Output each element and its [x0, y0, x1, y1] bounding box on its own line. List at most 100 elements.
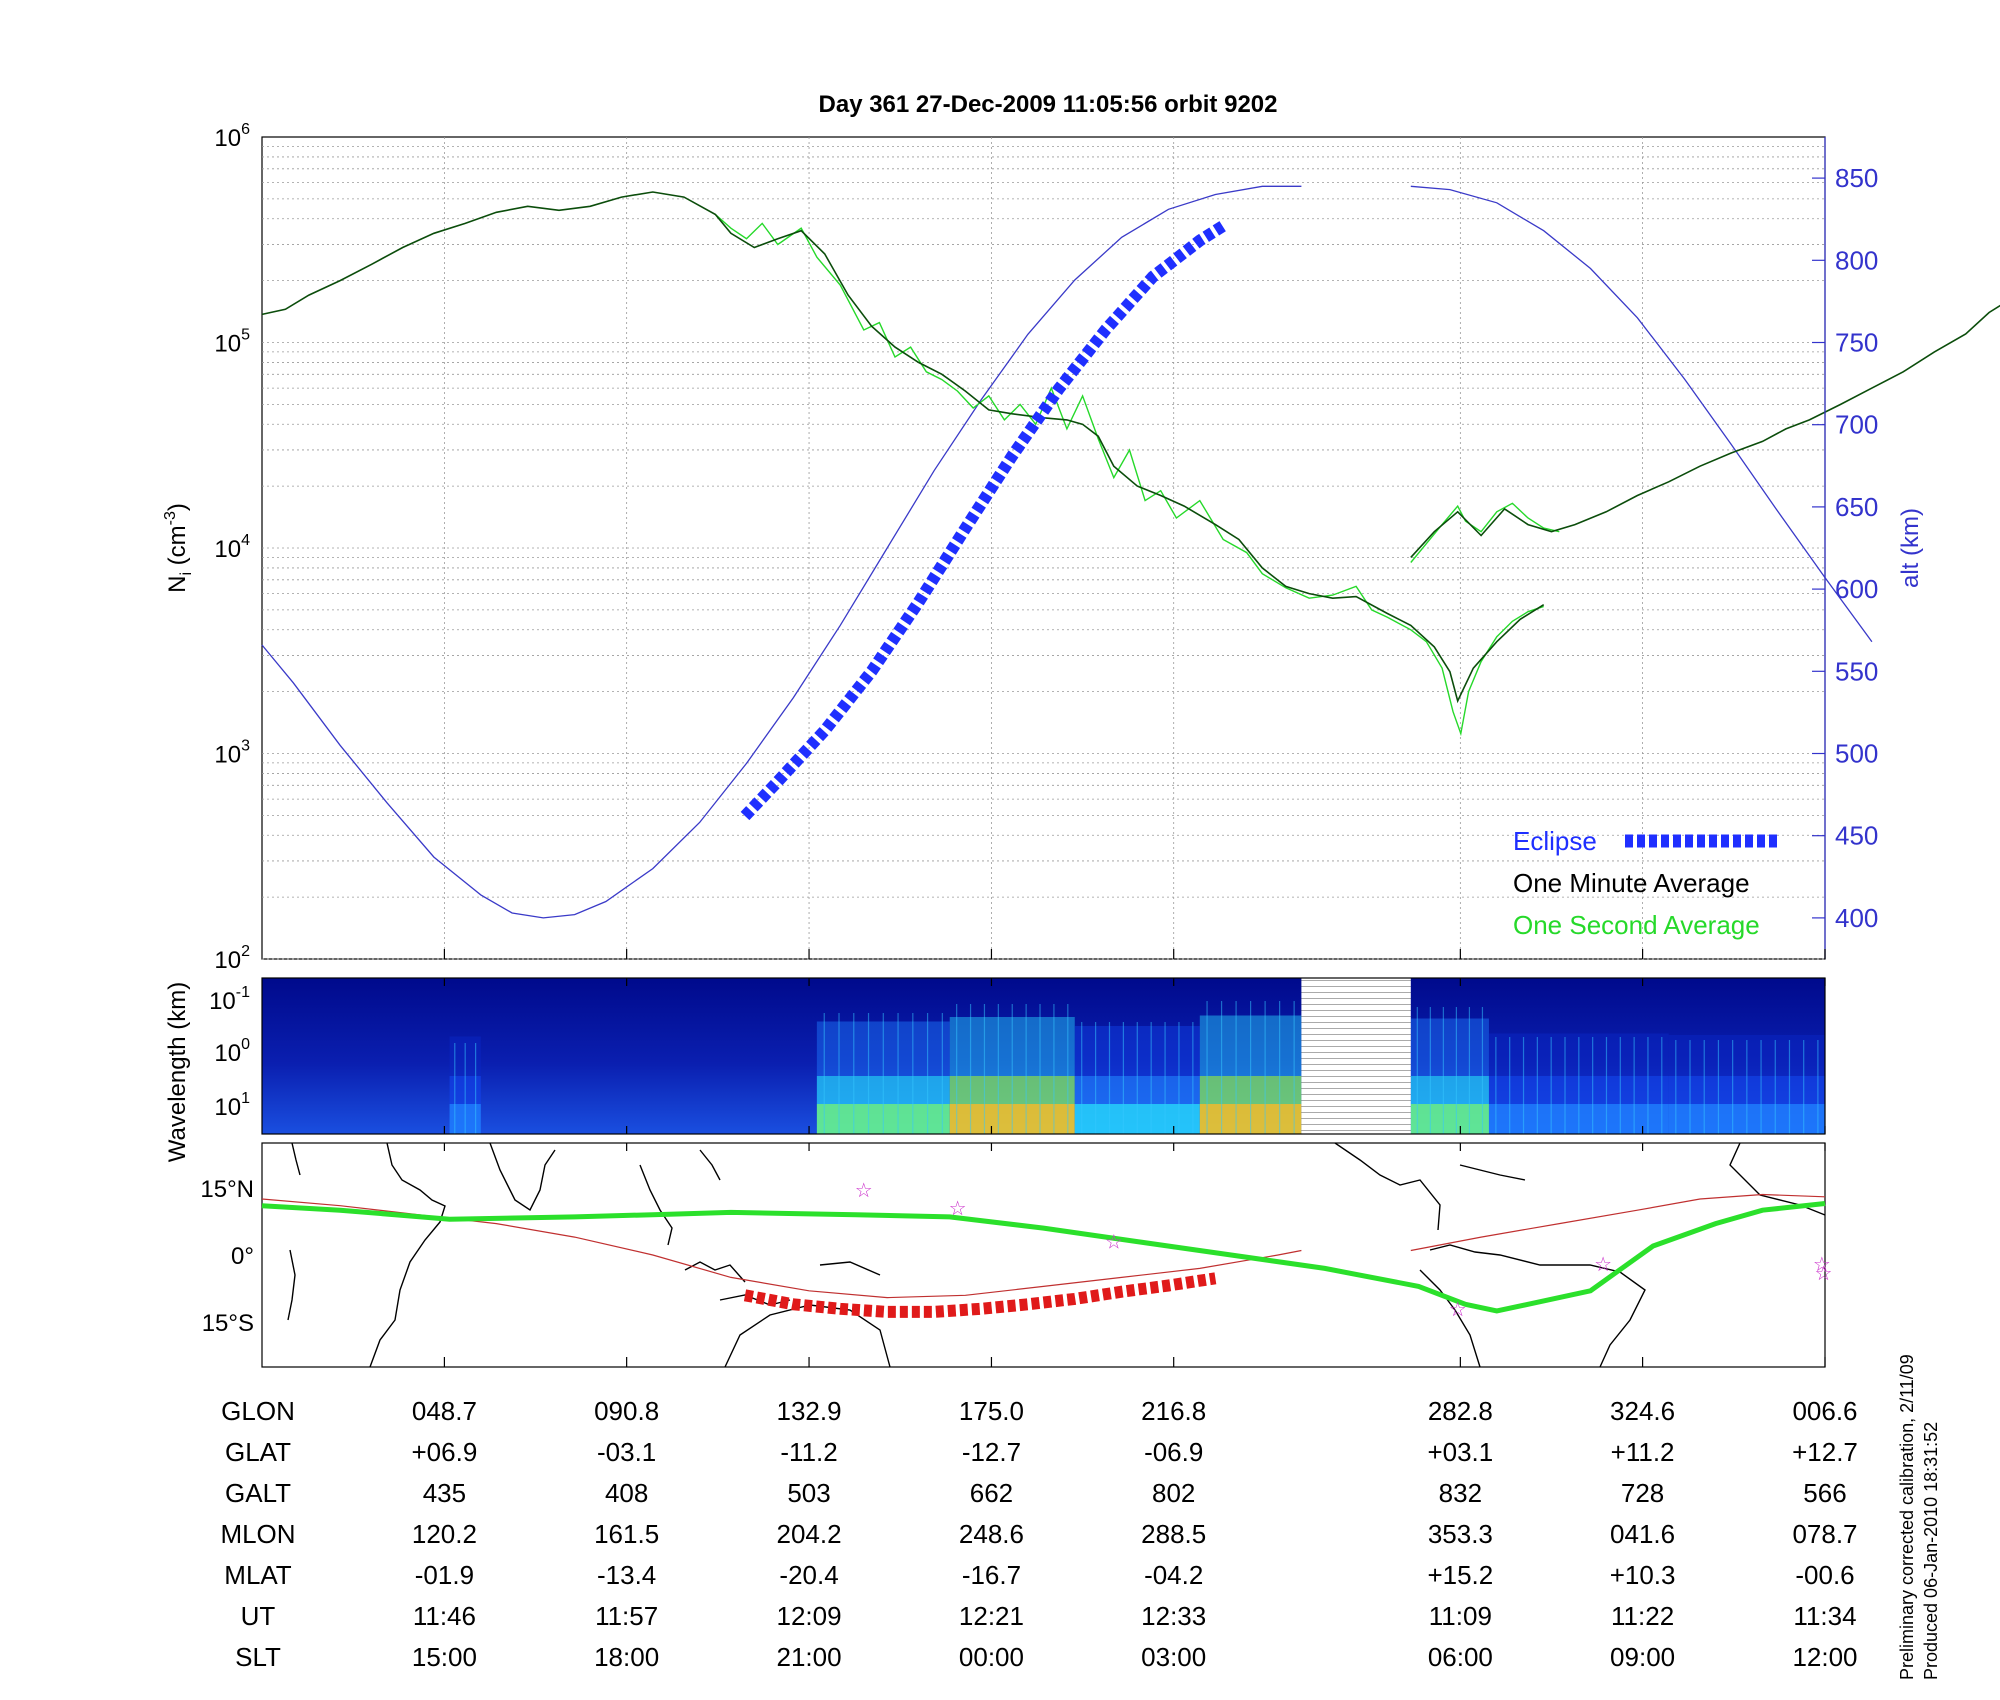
ephemeris-cell: 09:00	[1610, 1642, 1675, 1672]
ephemeris-cell: 132.9	[777, 1396, 842, 1426]
ephemeris-cell: -11.2	[780, 1437, 837, 1467]
ephemeris-cell: 288.5	[1141, 1519, 1206, 1549]
altitude-tick-label: 700	[1835, 410, 1878, 440]
ephemeris-cell: 662	[970, 1478, 1013, 1508]
spectrogram-band-low	[1410, 1104, 1489, 1134]
ephemeris-cell: 006.6	[1792, 1396, 1857, 1426]
ephemeris-cell: +12.7	[1792, 1437, 1858, 1467]
ephemeris-cell: 21:00	[777, 1642, 842, 1672]
ephemeris-cell: -13.4	[597, 1560, 656, 1590]
star-marker: ☆	[1449, 1299, 1467, 1321]
altitude-tick-label: 550	[1835, 656, 1878, 686]
series-density-second	[714, 213, 1544, 737]
density-y-axis-label: Ni (cm-3)	[162, 503, 195, 593]
altitude-tick-label: 450	[1835, 821, 1878, 851]
ephemeris-row-label: SLT	[235, 1642, 281, 1672]
star-marker: ☆	[1105, 1232, 1123, 1254]
altitude-tick-label: 500	[1835, 739, 1878, 769]
map-latitude-label: 15°N	[200, 1176, 254, 1203]
ephemeris-row-label: MLON	[220, 1519, 295, 1549]
star-marker: ☆	[1594, 1254, 1612, 1276]
ephemeris-row-label: MLAT	[224, 1560, 292, 1590]
ephemeris-cell: 282.8	[1428, 1396, 1493, 1426]
spectrogram-y-ticks: 10-1 100 101	[209, 984, 250, 1121]
spectrogram-band-mid	[1410, 1076, 1489, 1104]
ephemeris-cell: 03:00	[1141, 1642, 1206, 1672]
ephemeris-cell: 408	[605, 1478, 648, 1508]
spectrogram-panel: 10-1 100 101 Wavelength (km)	[164, 977, 1826, 1162]
ephemeris-cell: -04.2	[1144, 1560, 1203, 1590]
altitude-y-axis-label: alt (km)	[1897, 508, 1924, 588]
ephemeris-cell: 078.7	[1792, 1519, 1857, 1549]
ephemeris-cell: 12:33	[1141, 1601, 1206, 1631]
legend-second-label: One Second Average	[1513, 910, 1760, 940]
ephemeris-cell: -03.1	[597, 1437, 656, 1467]
legend-eclipse-label: Eclipse	[1513, 826, 1597, 856]
map-frame	[261, 1142, 1826, 1368]
ephemeris-cell: 12:21	[959, 1601, 1024, 1631]
density-y-tick-label: 102	[214, 943, 250, 974]
ephemeris-cell: 248.6	[959, 1519, 1024, 1549]
density-y-tick-label: 105	[214, 327, 250, 358]
legend: Eclipse One Minute Average One Second Av…	[1513, 826, 1778, 940]
coast-madagascar-region	[287, 1249, 296, 1321]
coast-south-america-west	[1419, 1269, 1481, 1368]
chart-title: Day 361 27-Dec-2009 11:05:56 orbit 9202	[819, 91, 1278, 118]
ephemeris-cell: 11:22	[1611, 1601, 1674, 1631]
density-y-tick-label: 103	[214, 738, 250, 769]
ephemeris-cell: +06.9	[412, 1437, 478, 1467]
legend-minute-label: One Minute Average	[1513, 868, 1750, 898]
altitude-tick-label: 800	[1835, 245, 1878, 275]
coast-east-africa	[369, 1142, 446, 1368]
spectrogram-y-tick-label: 10-1	[209, 984, 250, 1015]
series-density-minute	[1410, 304, 2000, 558]
altitude-tick-label: 850	[1835, 163, 1878, 193]
map-latitude-label: 15°S	[202, 1310, 254, 1337]
ephemeris-cell: 11:34	[1793, 1601, 1856, 1631]
x-tick-marks	[443, 949, 1826, 1367]
star-marker: ☆	[1814, 1263, 1832, 1285]
coast-indonesia	[684, 1261, 746, 1283]
ephemeris-cell: 18:00	[594, 1642, 659, 1672]
ephemeris-cell: 161.5	[594, 1519, 659, 1549]
ephemeris-cell: 048.7	[412, 1396, 477, 1426]
coast-china	[699, 1149, 721, 1181]
ephemeris-cell: 00:00	[959, 1642, 1024, 1672]
ephemeris-cell: +10.3	[1610, 1560, 1676, 1590]
ephemeris-row-label: GALT	[225, 1478, 291, 1508]
ephemeris-cell: -12.7	[962, 1437, 1021, 1467]
ephemeris-cell: 120.2	[412, 1519, 477, 1549]
map-panel: ☆☆☆☆☆ ☆☆ 15°N0°15°S	[200, 1142, 1832, 1368]
density-panel: 102 103 104 105 106 400 450 500 550 600 650 700 750…	[162, 121, 2000, 974]
altitude-tick-label: 750	[1835, 328, 1878, 358]
map-tracks: ☆☆☆☆☆ ☆☆	[261, 1180, 1832, 1321]
star-marker: ☆	[855, 1180, 873, 1202]
ephemeris-cell: -00.6	[1795, 1560, 1854, 1590]
ephemeris-cell: 041.6	[1610, 1519, 1675, 1549]
altitude-tick-label: 600	[1835, 574, 1878, 604]
coast-central-america	[1334, 1142, 1441, 1231]
ephemeris-cell: -06.9	[1144, 1437, 1203, 1467]
map-y-ticks: 15°N 0° 15°S	[200, 1176, 254, 1337]
coast-south-america-east	[1429, 1244, 1646, 1368]
altitude-y-ticks: 400 450 500 550 600 650 700 750 800 850	[1812, 163, 1878, 933]
ephemeris-cell: 12:09	[777, 1601, 842, 1631]
ephemeris-cell: 435	[423, 1478, 466, 1508]
density-series-layer	[261, 185, 2000, 919]
ephemeris-cell: -16.7	[962, 1560, 1021, 1590]
ephemeris-cell: +11.2	[1611, 1437, 1675, 1467]
ephemeris-cell: 832	[1439, 1478, 1482, 1508]
series-altitude	[261, 185, 1302, 919]
ephemeris-row-label: GLON	[221, 1396, 295, 1426]
ephemeris-row-label: UT	[241, 1601, 276, 1631]
spectrogram-frame	[261, 977, 1826, 1135]
ephemeris-cell: 11:57	[595, 1601, 658, 1631]
ephemeris-cell: 204.2	[777, 1519, 842, 1549]
ephemeris-cell: 11:46	[413, 1601, 476, 1631]
density-y-tick-label: 104	[214, 532, 250, 563]
ephemeris-cell: 324.6	[1610, 1396, 1675, 1426]
ephemeris-cell: 216.8	[1141, 1396, 1206, 1426]
series-density-minute	[261, 191, 1545, 704]
density-y-ticks: 102 103 104 105 106	[214, 121, 250, 974]
